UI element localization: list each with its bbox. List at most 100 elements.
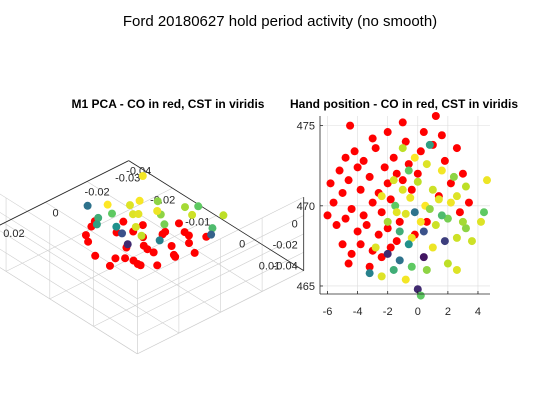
cst-point — [425, 205, 434, 214]
z-tick-label: -0.02 — [273, 239, 298, 251]
cst-point — [398, 185, 407, 194]
co-point — [323, 211, 332, 220]
co-point — [416, 147, 425, 156]
cst-point — [410, 208, 419, 217]
cst-point — [391, 201, 400, 210]
cst-point — [404, 240, 413, 249]
cst-point — [452, 192, 461, 201]
x-tick-label: 0 — [415, 306, 421, 318]
cst-point — [389, 176, 398, 185]
cst-point — [431, 221, 440, 230]
cst-point — [181, 203, 189, 212]
co-point — [185, 239, 193, 248]
pca-3d-tick-labels: 0.040.020-0.02-0.040.010-0.01-0.02-0.030… — [3, 166, 298, 273]
co-point — [392, 169, 401, 178]
x-tick-label: -6 — [323, 306, 333, 318]
y-tick-label: 0 — [239, 239, 245, 251]
cst-point — [413, 285, 422, 294]
cst-point — [482, 176, 491, 185]
y-tick-label: -0.01 — [185, 217, 210, 229]
co-point — [446, 179, 455, 188]
co-point — [105, 261, 114, 270]
pane-grid-line — [137, 196, 304, 281]
x-tick-label: 2 — [445, 306, 451, 318]
cst-point — [155, 236, 164, 245]
cst-point — [135, 196, 144, 205]
x-tick-label: -4 — [353, 306, 363, 318]
hand-position-tick-labels: -6 -4 -2 0 2 4 465 470 475 — [297, 121, 481, 318]
co-point — [377, 208, 386, 217]
cst-point — [207, 230, 216, 239]
cst-point — [118, 229, 127, 238]
cst-point — [461, 182, 470, 191]
cst-point — [407, 262, 416, 271]
cst-point — [406, 193, 415, 202]
cst-point — [389, 265, 398, 274]
co-point — [149, 248, 158, 257]
x-tick-label: 0.02 — [3, 228, 24, 240]
co-point — [119, 217, 128, 226]
cst-point — [103, 200, 112, 209]
y-axis-line — [128, 160, 304, 271]
y-tick-label: -0.03 — [115, 173, 140, 185]
x-tick-label: 0 — [52, 207, 58, 219]
cst-point — [108, 209, 116, 218]
co-point — [365, 262, 374, 271]
co-point — [365, 172, 374, 181]
co-point — [169, 250, 178, 259]
y-tick-label: 475 — [297, 121, 315, 133]
hand-position-points — [323, 112, 491, 300]
x-tick-label: -2 — [383, 306, 393, 318]
co-point — [395, 217, 404, 226]
cst-point — [458, 217, 467, 226]
co-point — [353, 163, 362, 172]
pane-grid-line — [0, 193, 138, 281]
cst-point — [452, 233, 461, 242]
co-point — [380, 163, 389, 172]
hand-position-title: Hand position - CO in red, CST in viridi… — [290, 97, 518, 111]
cst-point — [134, 210, 143, 219]
co-point — [386, 243, 395, 252]
cst-point — [449, 172, 458, 181]
pca-3d-points — [81, 172, 228, 270]
co-point — [398, 118, 407, 127]
pane-grid-line — [137, 215, 304, 299]
cst-point — [425, 140, 434, 149]
co-point — [464, 198, 473, 207]
co-point — [138, 221, 147, 230]
co-point — [398, 176, 407, 185]
y-tick-label: 470 — [297, 201, 315, 213]
co-point — [356, 240, 365, 249]
cst-point — [131, 222, 140, 231]
co-point — [158, 230, 167, 239]
co-point — [326, 179, 335, 188]
x-tick-label: 4 — [475, 306, 481, 318]
cst-point — [208, 224, 217, 233]
pane-grid-line — [0, 212, 138, 299]
z-tick-label: -0.04 — [273, 260, 298, 272]
co-point — [81, 231, 90, 240]
cst-point — [160, 220, 169, 229]
co-point — [392, 237, 401, 246]
co-point — [153, 261, 162, 270]
pane-grid-line — [137, 233, 304, 318]
co-point — [332, 221, 341, 230]
floor-grid-line — [93, 242, 261, 327]
cst-point — [440, 237, 449, 246]
co-point — [389, 153, 398, 162]
z-tick-label: 0 — [292, 218, 298, 230]
cst-point — [83, 201, 92, 210]
cst-point — [434, 195, 443, 204]
cst-point — [219, 211, 228, 220]
co-point — [347, 205, 356, 214]
co-point — [338, 240, 347, 249]
cst-point — [371, 243, 380, 252]
co-point — [401, 137, 410, 146]
co-point — [338, 188, 347, 197]
cst-point — [112, 222, 121, 231]
co-point — [335, 166, 344, 175]
cst-point — [137, 231, 146, 240]
cst-point — [404, 166, 413, 175]
pca-3d-title: M1 PCA - CO in red, CST in viridis — [72, 97, 265, 111]
co-point — [374, 230, 383, 239]
